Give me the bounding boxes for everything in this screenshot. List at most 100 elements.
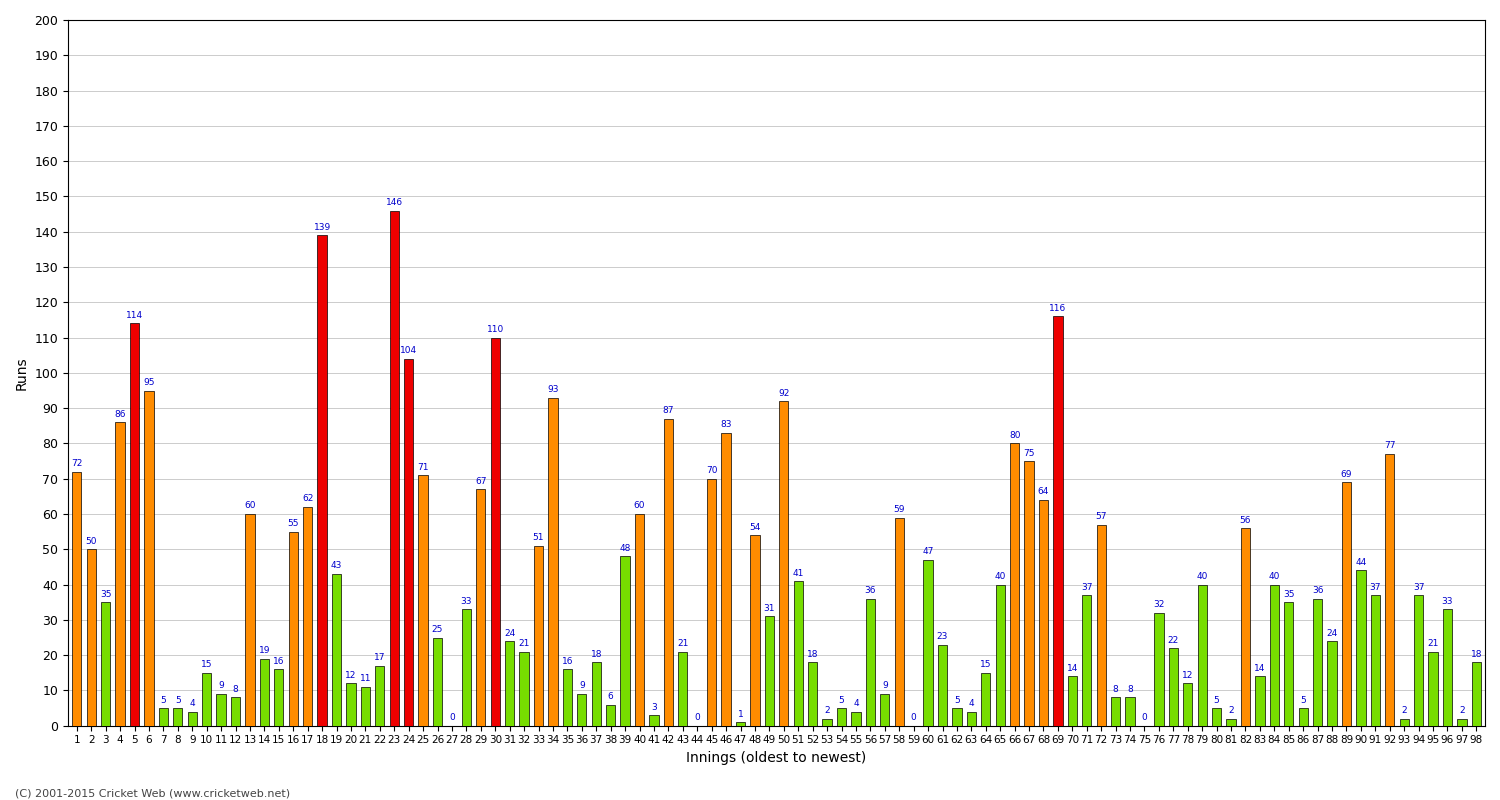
Bar bbox=[663, 418, 674, 726]
Bar bbox=[172, 708, 183, 726]
Text: 0: 0 bbox=[448, 713, 454, 722]
Bar bbox=[144, 390, 153, 726]
Text: 17: 17 bbox=[374, 654, 386, 662]
Text: 5: 5 bbox=[839, 695, 844, 705]
Bar bbox=[1414, 595, 1424, 726]
Bar bbox=[996, 585, 1005, 726]
Text: 33: 33 bbox=[460, 597, 472, 606]
Text: 40: 40 bbox=[1197, 572, 1208, 581]
Text: 59: 59 bbox=[894, 505, 904, 514]
Text: 37: 37 bbox=[1370, 582, 1382, 592]
Text: 60: 60 bbox=[634, 502, 645, 510]
Text: 86: 86 bbox=[114, 410, 126, 418]
Text: 56: 56 bbox=[1239, 515, 1251, 525]
Bar bbox=[837, 708, 846, 726]
Bar bbox=[202, 673, 211, 726]
Text: 31: 31 bbox=[764, 604, 776, 613]
Text: 0: 0 bbox=[694, 713, 700, 722]
Bar bbox=[1312, 598, 1323, 726]
Text: 116: 116 bbox=[1050, 304, 1066, 313]
Text: 24: 24 bbox=[504, 629, 516, 638]
Bar bbox=[722, 433, 730, 726]
Text: 40: 40 bbox=[1269, 572, 1280, 581]
Text: 4: 4 bbox=[853, 699, 858, 708]
Bar bbox=[822, 718, 833, 726]
Text: 8: 8 bbox=[1126, 685, 1132, 694]
Text: 37: 37 bbox=[1413, 582, 1425, 592]
Bar bbox=[981, 673, 990, 726]
Bar bbox=[419, 475, 428, 726]
Text: 5: 5 bbox=[1300, 695, 1306, 705]
Text: 35: 35 bbox=[1282, 590, 1294, 598]
Text: 41: 41 bbox=[792, 569, 804, 578]
Text: 36: 36 bbox=[1312, 586, 1323, 595]
Bar bbox=[765, 616, 774, 726]
Text: 72: 72 bbox=[70, 459, 82, 468]
Bar bbox=[288, 532, 298, 726]
Text: 16: 16 bbox=[561, 657, 573, 666]
Bar bbox=[1371, 595, 1380, 726]
Text: 6: 6 bbox=[608, 692, 613, 701]
Text: 19: 19 bbox=[258, 646, 270, 655]
Bar bbox=[1384, 454, 1395, 726]
Text: 2: 2 bbox=[1460, 706, 1464, 715]
Bar bbox=[591, 662, 602, 726]
Bar bbox=[1040, 500, 1048, 726]
Bar bbox=[1443, 610, 1452, 726]
Bar bbox=[1112, 698, 1120, 726]
Bar bbox=[433, 638, 442, 726]
Bar bbox=[1053, 317, 1062, 726]
Text: 5: 5 bbox=[954, 695, 960, 705]
Text: 54: 54 bbox=[748, 522, 760, 532]
Text: 8: 8 bbox=[1113, 685, 1119, 694]
Bar bbox=[100, 602, 111, 726]
Text: 67: 67 bbox=[476, 477, 486, 486]
Text: 2: 2 bbox=[1228, 706, 1234, 715]
Text: 5: 5 bbox=[176, 695, 180, 705]
Text: 1: 1 bbox=[738, 710, 744, 718]
Text: 12: 12 bbox=[345, 671, 357, 680]
Bar bbox=[808, 662, 818, 726]
Bar bbox=[952, 708, 962, 726]
Text: 15: 15 bbox=[201, 660, 213, 670]
Text: 2: 2 bbox=[1401, 706, 1407, 715]
Bar bbox=[360, 687, 370, 726]
Bar bbox=[1125, 698, 1136, 726]
Bar bbox=[1184, 683, 1192, 726]
Text: 18: 18 bbox=[591, 650, 602, 658]
Text: 71: 71 bbox=[417, 462, 429, 472]
Text: 33: 33 bbox=[1442, 597, 1454, 606]
Text: 95: 95 bbox=[142, 378, 154, 387]
Bar bbox=[1269, 585, 1280, 726]
Bar bbox=[216, 694, 226, 726]
Text: 51: 51 bbox=[532, 534, 544, 542]
Text: (C) 2001-2015 Cricket Web (www.cricketweb.net): (C) 2001-2015 Cricket Web (www.cricketwe… bbox=[15, 788, 290, 798]
Bar bbox=[116, 422, 124, 726]
Bar bbox=[880, 694, 890, 726]
Text: 62: 62 bbox=[302, 494, 313, 503]
Bar bbox=[865, 598, 874, 726]
Text: 14: 14 bbox=[1254, 664, 1266, 673]
Text: 83: 83 bbox=[720, 420, 732, 430]
Bar bbox=[534, 546, 543, 726]
Bar bbox=[736, 722, 746, 726]
Text: 9: 9 bbox=[217, 682, 223, 690]
Bar bbox=[1212, 708, 1221, 726]
Text: 35: 35 bbox=[100, 590, 111, 598]
Bar bbox=[1227, 718, 1236, 726]
Text: 114: 114 bbox=[126, 311, 142, 320]
Text: 9: 9 bbox=[579, 682, 585, 690]
Bar bbox=[1456, 718, 1467, 726]
Bar bbox=[519, 652, 530, 726]
Bar bbox=[231, 698, 240, 726]
Bar bbox=[1068, 676, 1077, 726]
Bar bbox=[1240, 528, 1250, 726]
Bar bbox=[1400, 718, 1408, 726]
Bar bbox=[1342, 482, 1352, 726]
Text: 50: 50 bbox=[86, 537, 98, 546]
Text: 18: 18 bbox=[807, 650, 819, 658]
Text: 43: 43 bbox=[332, 562, 342, 570]
Bar bbox=[1356, 570, 1365, 726]
Text: 12: 12 bbox=[1182, 671, 1194, 680]
Bar bbox=[318, 235, 327, 726]
